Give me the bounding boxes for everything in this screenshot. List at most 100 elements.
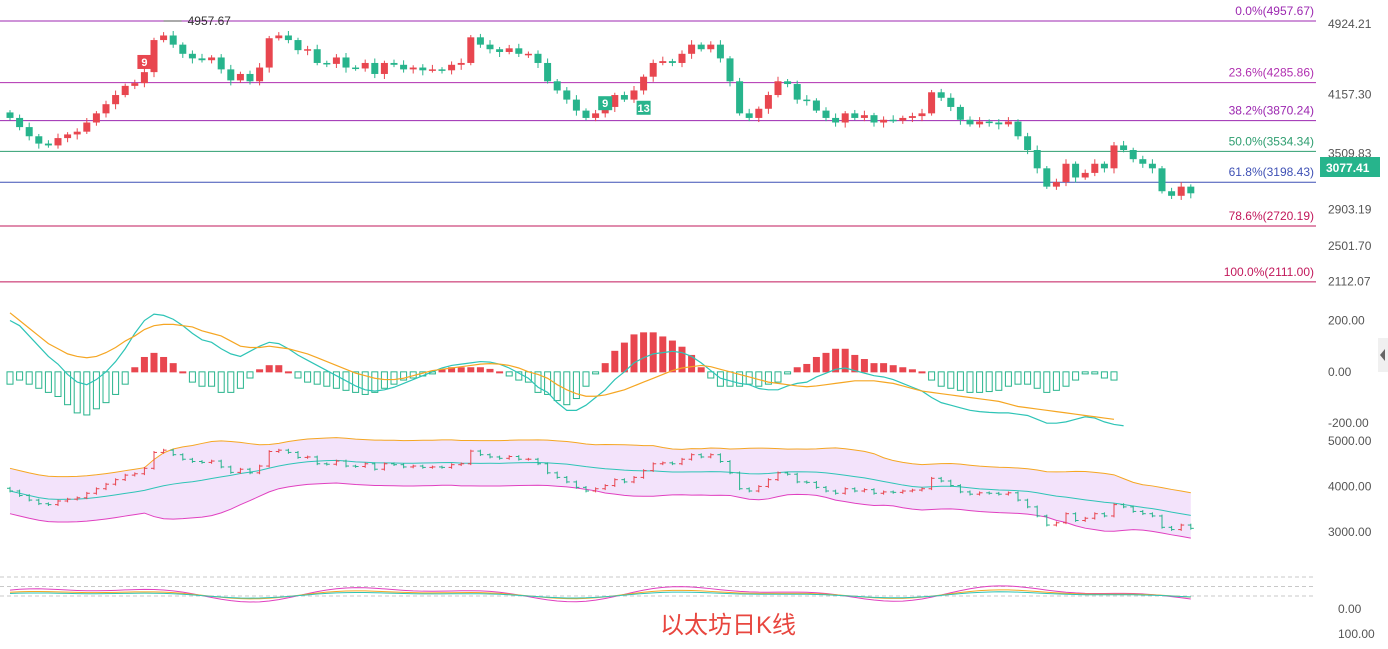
candle-body-96 xyxy=(928,92,936,114)
macd-bar-99 xyxy=(956,371,964,391)
macd-bar-16 xyxy=(160,356,168,373)
candle-body-76 xyxy=(736,81,744,114)
macd-bar-49 xyxy=(476,367,484,373)
candle-body-116 xyxy=(1120,145,1128,150)
macd-bar-1 xyxy=(16,371,24,381)
macd-bar-106 xyxy=(1024,371,1032,385)
boll-upper-line xyxy=(9,437,1191,494)
macd-bar-102 xyxy=(985,371,993,393)
macd-tick-1: 0.00 xyxy=(1328,365,1352,379)
candle-body-0 xyxy=(6,112,14,118)
candle-body-56 xyxy=(544,62,552,82)
candle-body-47 xyxy=(457,62,465,65)
macd-bar-60 xyxy=(582,371,590,387)
macd-bar-17 xyxy=(169,363,177,373)
macd-bar-3 xyxy=(35,371,43,389)
candle-body-72 xyxy=(697,44,705,50)
candle-body-94 xyxy=(908,116,916,118)
macd-bar-111 xyxy=(1072,371,1080,381)
last-price-tag-bg xyxy=(1320,157,1380,177)
candle-body-29 xyxy=(284,35,292,41)
macd-bar-5 xyxy=(54,371,62,397)
candle-body-41 xyxy=(400,64,408,70)
candle-body-98 xyxy=(947,97,955,107)
candle-body-9 xyxy=(92,113,100,123)
macd-bar-31 xyxy=(304,371,312,383)
candle-body-36 xyxy=(352,67,360,70)
candle-body-14 xyxy=(140,72,148,84)
candle-body-34 xyxy=(332,57,340,64)
macd-bar-96 xyxy=(928,371,936,381)
candle-body-50 xyxy=(486,44,494,50)
candle-body-104 xyxy=(1004,121,1012,125)
macd-bar-35 xyxy=(342,371,350,391)
candle-body-8 xyxy=(83,122,91,132)
macd-bar-15 xyxy=(150,352,158,373)
price-tick-3: 2903.19 xyxy=(1328,202,1372,216)
macd-bar-69 xyxy=(668,340,676,373)
candle-body-27 xyxy=(265,38,273,68)
candle-body-108 xyxy=(1043,168,1051,187)
candle-body-99 xyxy=(956,106,964,120)
candle-body-71 xyxy=(688,44,696,54)
macd-bar-18 xyxy=(179,371,187,374)
candle-body-69 xyxy=(668,61,676,63)
fib-label-2: 38.2%(3870.24) xyxy=(1229,104,1314,118)
macd-bar-109 xyxy=(1052,371,1060,391)
candle-body-22 xyxy=(217,57,225,70)
candle-body-24 xyxy=(236,73,244,81)
boll-tick-1: 4000.00 xyxy=(1328,479,1372,493)
macd-dif-line xyxy=(9,313,1124,427)
candle-body-63 xyxy=(611,95,619,107)
right-edge-collapse-handle[interactable] xyxy=(1378,338,1388,372)
candle-body-40 xyxy=(390,62,398,65)
candle-body-3 xyxy=(35,136,43,144)
candle-body-68 xyxy=(659,61,667,63)
macd-bar-108 xyxy=(1043,371,1051,393)
candle-body-84 xyxy=(812,100,820,111)
macd-bar-25 xyxy=(246,371,254,379)
candle-body-117 xyxy=(1129,150,1137,160)
macd-bar-19 xyxy=(188,371,196,383)
candle-body-60 xyxy=(582,110,590,118)
candle-body-92 xyxy=(889,119,897,122)
macd-bar-21 xyxy=(208,371,216,387)
boll-mid-line xyxy=(9,459,1191,516)
macd-bar-85 xyxy=(822,352,830,373)
macd-bar-115 xyxy=(1110,371,1118,381)
macd-bar-86 xyxy=(832,348,840,373)
macd-bar-30 xyxy=(294,371,302,379)
macd-bar-71 xyxy=(688,354,696,373)
candle-body-42 xyxy=(409,67,417,70)
price-axis: 4924.214157.303509.832903.192501.702112.… xyxy=(1328,17,1375,641)
price-tick-5: 2112.07 xyxy=(1328,275,1371,289)
macd-tick-0: 200.00 xyxy=(1328,314,1365,328)
candle-body-23 xyxy=(227,69,235,81)
candle-body-121 xyxy=(1168,191,1176,196)
macd-bar-110 xyxy=(1062,371,1070,387)
candle-body-7 xyxy=(73,131,81,135)
macd-bar-81 xyxy=(784,371,792,375)
macd-bar-9 xyxy=(92,371,100,410)
macd-bar-40 xyxy=(390,371,398,385)
candle-body-33 xyxy=(323,62,331,65)
candle-body-113 xyxy=(1091,163,1099,173)
candle-body-12 xyxy=(121,85,129,96)
candle-body-106 xyxy=(1024,136,1032,150)
macd-bar-63 xyxy=(611,350,619,373)
macd-bar-38 xyxy=(371,371,379,393)
candle-body-122 xyxy=(1177,186,1185,196)
td-marker-bg-1 xyxy=(598,96,613,111)
candle-body-91 xyxy=(880,119,888,123)
candle-body-87 xyxy=(841,113,849,123)
candle-body-21 xyxy=(208,57,216,61)
candle-body-5 xyxy=(54,138,62,146)
candle-body-6 xyxy=(64,134,72,139)
macd-bar-93 xyxy=(899,367,907,373)
candle-body-82 xyxy=(793,84,801,100)
macd-bar-80 xyxy=(774,371,782,383)
td-marker-2: 13 xyxy=(637,103,649,115)
macd-bar-104 xyxy=(1004,371,1012,387)
candle-body-28 xyxy=(275,35,283,39)
